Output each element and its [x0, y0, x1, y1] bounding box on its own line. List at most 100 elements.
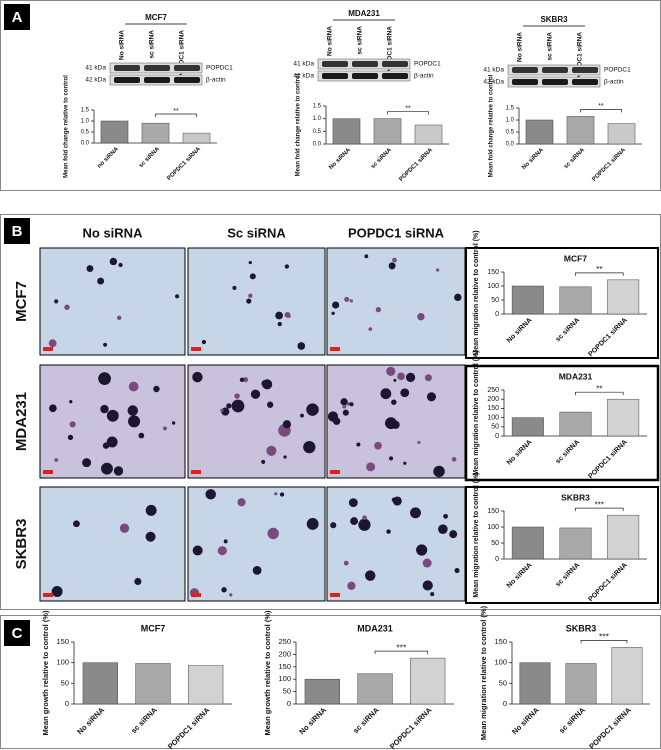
- micrograph: [39, 486, 186, 602]
- cell: [106, 436, 118, 448]
- bar: [373, 118, 402, 145]
- y-tick-label: 0: [495, 311, 499, 318]
- cell: [229, 593, 233, 597]
- y-axis-label: Mean fold change relative to control: [489, 74, 495, 177]
- cell: [266, 401, 274, 408]
- chart-title: SKBR3: [566, 623, 597, 633]
- bar: [182, 132, 211, 144]
- column-header: Sc siRNA: [227, 225, 286, 240]
- cell: [242, 377, 249, 383]
- cell: [64, 304, 70, 310]
- y-axis-label: Mean migration relative to control (%): [473, 350, 480, 475]
- cell: [116, 315, 122, 321]
- cell: [303, 441, 316, 454]
- cell: [436, 268, 440, 272]
- band-size: 41 kDa: [293, 61, 314, 68]
- x-tick-label: No siRNA: [297, 705, 328, 736]
- y-tick-label: 0: [495, 433, 499, 440]
- band: [174, 77, 200, 83]
- band-label: POPDC1: [206, 65, 233, 72]
- y-tick-label: 250: [278, 637, 291, 646]
- x-tick-label: sc siRNA: [370, 147, 393, 170]
- column-header: POPDC1 siRNA: [348, 225, 445, 240]
- cell: [275, 311, 284, 320]
- cell: [449, 530, 458, 539]
- band: [352, 61, 378, 67]
- blot-title: MCF7: [145, 13, 167, 22]
- lane-label: POPDC1 siRNA: [387, 26, 394, 74]
- x-tick-label: POPDC1 siRNA: [166, 146, 202, 182]
- cell: [348, 498, 358, 508]
- cell: [267, 527, 279, 540]
- row-label: MCF7: [13, 281, 30, 322]
- significance-bracket: [580, 109, 622, 113]
- y-tick-label: 50: [491, 424, 499, 431]
- x-tick-label: sc siRNA: [129, 705, 159, 735]
- cell: [410, 507, 421, 519]
- cell: [391, 399, 397, 405]
- scale-bar: [330, 593, 340, 597]
- cell: [388, 262, 396, 270]
- bar: [511, 417, 544, 437]
- significance-bracket: [374, 650, 429, 655]
- cell: [274, 492, 278, 496]
- cell: [349, 299, 353, 303]
- scale-bar: [191, 593, 201, 597]
- scale-bar: [330, 347, 340, 351]
- cell: [205, 489, 216, 500]
- cell: [201, 339, 207, 345]
- significance-stars: **: [598, 103, 604, 110]
- panel-badge: [4, 218, 30, 244]
- cell: [261, 459, 266, 464]
- lane-label: sc siRNA: [357, 26, 364, 55]
- band: [542, 67, 568, 73]
- cell: [297, 342, 306, 350]
- row-label: MDA231: [13, 392, 30, 451]
- cell: [248, 293, 253, 298]
- cell: [346, 402, 351, 406]
- cell: [128, 381, 139, 392]
- y-axis-label: Mean migration relative to control (%): [479, 605, 488, 740]
- band: [352, 73, 378, 79]
- cell: [364, 254, 369, 259]
- cell: [356, 442, 361, 447]
- cell: [330, 522, 337, 529]
- column-header: No siRNA: [83, 225, 144, 240]
- cell: [385, 417, 397, 430]
- cell: [101, 462, 113, 475]
- significance-bracket: [575, 272, 624, 276]
- micrograph: [187, 486, 326, 602]
- significance-stars: **: [596, 384, 602, 393]
- x-tick-label: no siRNA: [97, 146, 121, 170]
- significance-stars: **: [173, 108, 179, 115]
- significance-bracket: [575, 507, 624, 512]
- cell: [424, 374, 432, 382]
- cell: [368, 327, 373, 331]
- blot-title: SKBR3: [540, 15, 568, 24]
- x-tick-label: No siRNA: [506, 439, 534, 467]
- y-tick-label: 200: [487, 396, 499, 403]
- bar: [565, 663, 597, 705]
- x-tick-label: No siRNA: [328, 147, 352, 171]
- cell: [388, 456, 394, 461]
- cell: [405, 372, 416, 383]
- band-label: β-actin: [206, 77, 226, 84]
- cell: [422, 558, 432, 568]
- band: [114, 77, 140, 83]
- chart-title: MDA231: [559, 371, 593, 381]
- y-tick-label: 50: [491, 297, 499, 304]
- lane-label: No siRNA: [119, 30, 126, 60]
- y-tick-label: 150: [487, 405, 499, 412]
- bar: [607, 398, 640, 437]
- y-tick-label: 0.5: [81, 130, 90, 136]
- cell: [397, 372, 405, 381]
- bar: [332, 118, 361, 145]
- cell: [82, 458, 92, 468]
- bar: [357, 673, 393, 705]
- cell: [249, 273, 256, 280]
- cell: [69, 421, 76, 428]
- bar: [188, 665, 224, 705]
- x-tick-label: No siRNA: [75, 705, 106, 736]
- significance-stars: **: [596, 265, 602, 274]
